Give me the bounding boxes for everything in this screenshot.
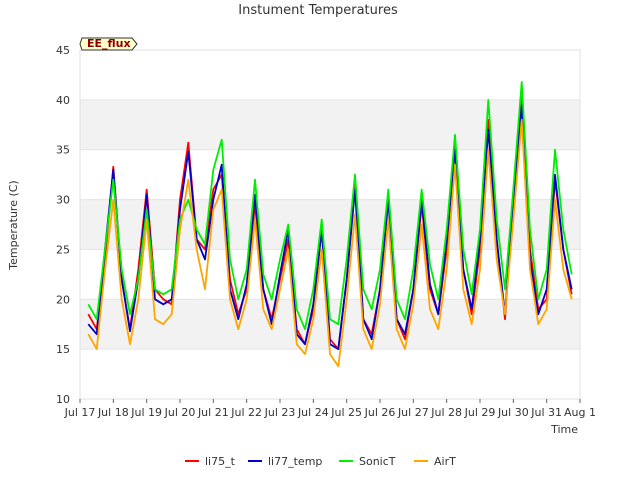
- legend-label-airt: AirT: [434, 455, 456, 468]
- legend: li75_t li77_temp SonicT AirT: [185, 455, 456, 468]
- x-tick-label: Jul 29: [464, 406, 496, 419]
- y-axis: 10 15 20 25 30 35 40 45: [56, 44, 70, 406]
- y-tick-label: 10: [56, 393, 70, 406]
- x-tick-label: Aug 1: [564, 406, 596, 419]
- x-tick-label: Jul 23: [264, 406, 296, 419]
- series-line-airt: [87, 118, 573, 368]
- x-tick-label: Jul 18: [97, 406, 129, 419]
- plot-band: [80, 199, 580, 250]
- x-tick-label: Jul 19: [130, 406, 162, 419]
- y-tick-label: 35: [56, 144, 70, 157]
- y-tick-label: 45: [56, 44, 70, 57]
- x-tick-label: Jul 28: [430, 406, 462, 419]
- x-tick-label: Jul 24: [297, 406, 329, 419]
- y-tick-label: 25: [56, 243, 70, 256]
- x-tick-label: Jul 27: [397, 406, 429, 419]
- series-line-sonict: [87, 81, 573, 331]
- series-lines: [87, 81, 573, 368]
- ee-flux-badge: EE_flux: [79, 37, 138, 51]
- x-tick-label: Jul 31: [530, 406, 562, 419]
- x-axis: Jul 17 Jul 18 Jul 19 Jul 20 Jul 21 Jul 22 Jul …: [64, 399, 596, 419]
- y-tick-label: 20: [56, 293, 70, 306]
- x-tick-label: Jul 20: [164, 406, 196, 419]
- legend-label-sonict: SonicT: [359, 455, 396, 468]
- y-tick-label: 30: [56, 194, 70, 207]
- chart-title: Instument Temperatures: [238, 3, 398, 18]
- x-tick-label: Jul 17: [64, 406, 96, 419]
- badge-label: EE_flux: [87, 37, 131, 50]
- y-tick-label: 15: [56, 343, 70, 356]
- x-tick-label: Jul 26: [364, 406, 396, 419]
- x-tick-label: Jul 25: [330, 406, 362, 419]
- legend-label-li75-t: li75_t: [205, 455, 236, 468]
- x-tick-label: Jul 22: [230, 406, 262, 419]
- plot-band: [80, 99, 580, 150]
- x-tick-label: Jul 21: [197, 406, 229, 419]
- x-axis-label: Time: [550, 423, 578, 436]
- x-tick-label: Jul 30: [497, 406, 529, 419]
- plot-frame: [79, 49, 581, 400]
- y-axis-label: Temperature (C): [7, 180, 20, 270]
- y-tick-label: 40: [56, 94, 70, 107]
- legend-label-li77-temp: li77_temp: [268, 455, 322, 468]
